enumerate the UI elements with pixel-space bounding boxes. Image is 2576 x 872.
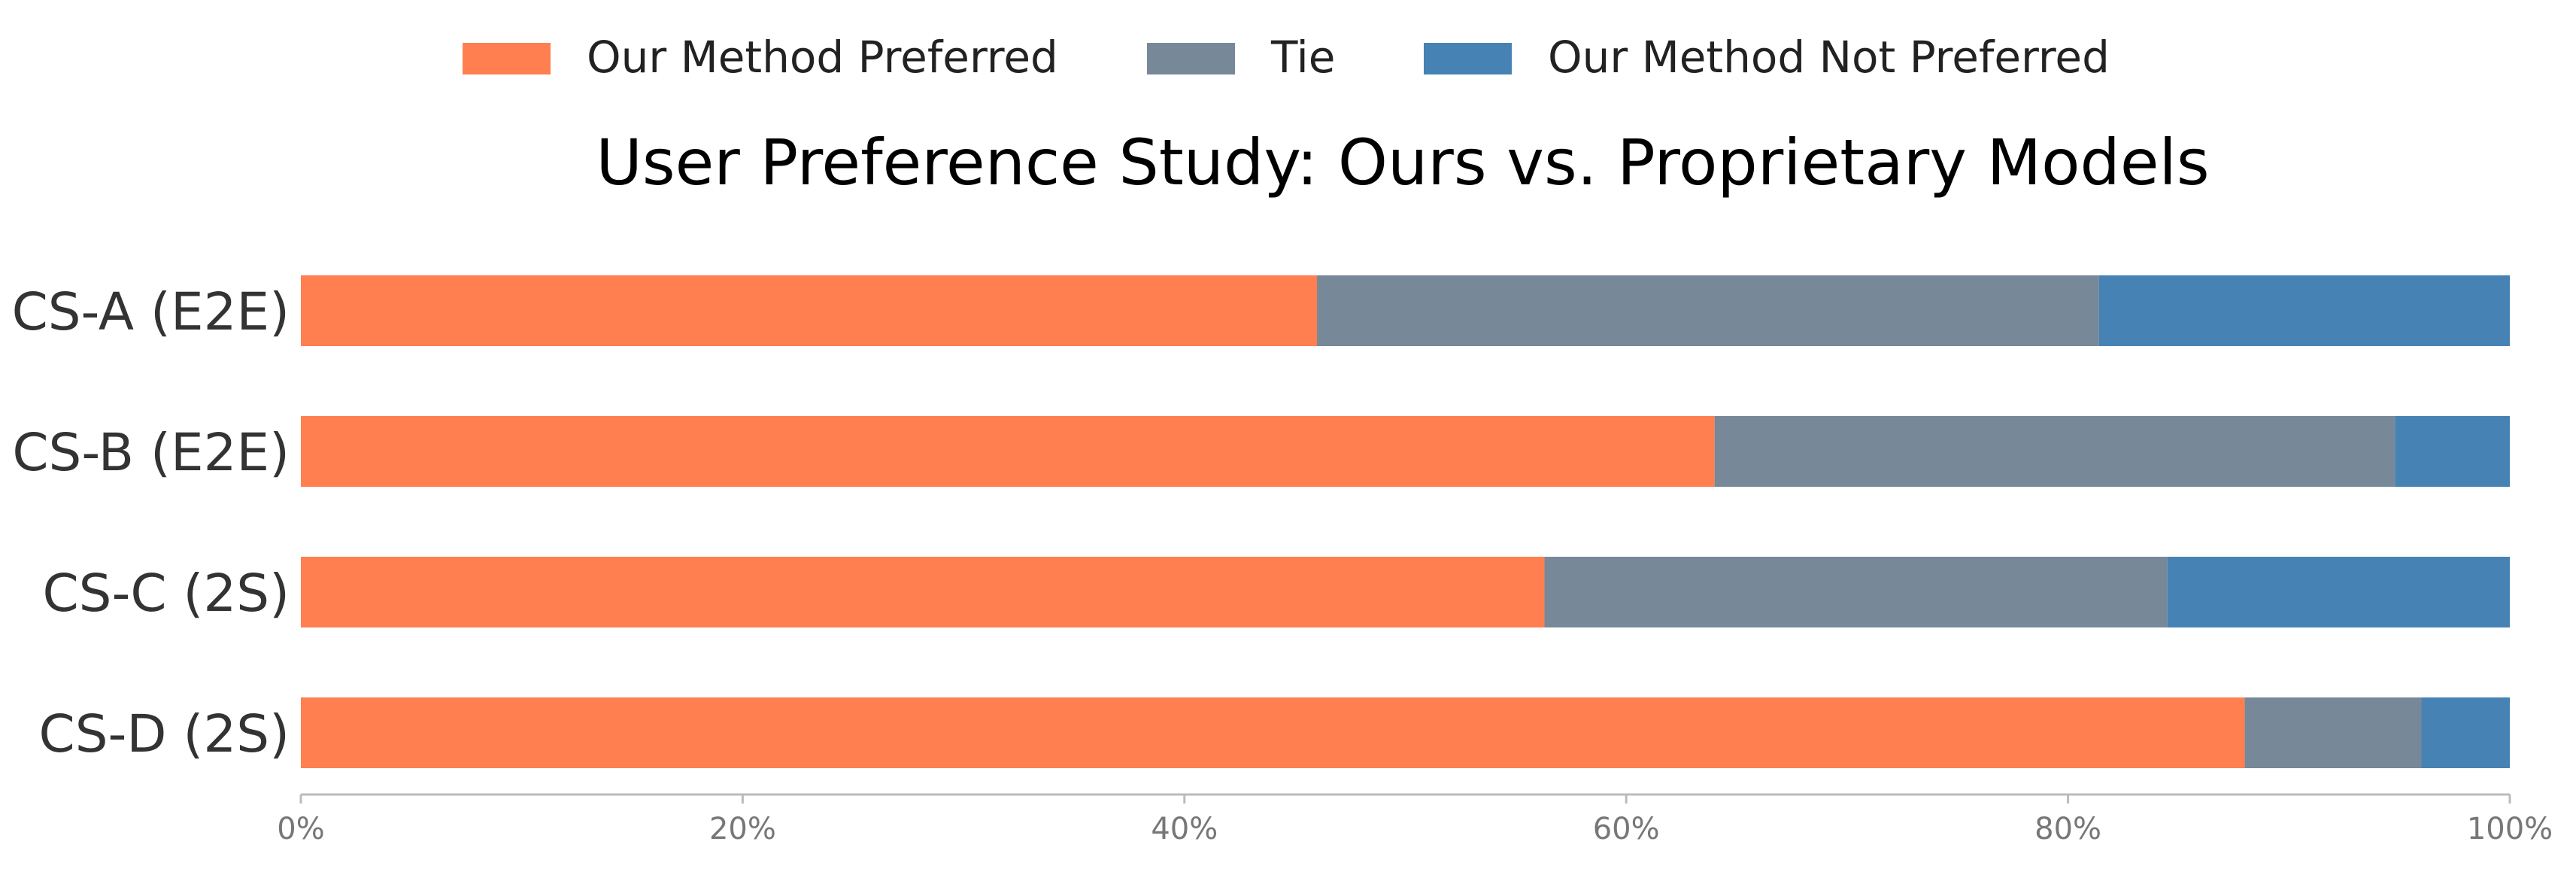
bar-tie-3 (1544, 557, 2168, 627)
x-axis-ticks: 0% 20% 40% 60% 80% 100% (277, 795, 2553, 846)
y-tick-label: CS-B (E2E) (12, 423, 290, 483)
bar-preferred-2 (301, 416, 1715, 487)
x-tick-label: 0% (277, 812, 324, 846)
y-tick-label: CS-A (E2E) (12, 282, 290, 342)
y-tick-label: CS-D (2S) (39, 704, 290, 764)
bar-not-preferred-2 (2395, 416, 2510, 487)
x-tick-label: 80% (2034, 812, 2101, 846)
x-tick-label: 20% (709, 812, 776, 846)
legend-label: Tie (1270, 32, 1335, 83)
bar-preferred-3 (301, 557, 1545, 627)
bar-preferred-1 (301, 275, 1318, 346)
bar-tie-1 (1317, 275, 2099, 346)
y-axis-labels: CS-A (E2E) CS-B (E2E) CS-C (2S) CS-D (2S) (12, 282, 290, 764)
legend-swatch (1147, 43, 1235, 74)
bar-not-preferred-3 (2167, 557, 2510, 627)
bar-tie-4 (2244, 697, 2422, 768)
y-tick-label: CS-C (2S) (42, 564, 290, 624)
bar-preferred-4 (301, 697, 2245, 768)
legend-label: Our Method Not Preferred (1548, 32, 2110, 83)
legend-swatch (1424, 43, 1512, 74)
legend-swatch (463, 43, 551, 74)
bar-not-preferred-4 (2421, 697, 2510, 768)
legend: Our Method Preferred Tie Our Method Not Pr… (463, 32, 2110, 83)
x-tick-label: 40% (1151, 812, 1218, 846)
chart-title: User Preference Study: Ours vs. Propriet… (596, 126, 2209, 199)
x-tick-label: 60% (1593, 812, 1660, 846)
bars (301, 275, 2510, 768)
legend-label: Our Method Preferred (587, 32, 1058, 83)
bar-tie-2 (1714, 416, 2395, 487)
bar-not-preferred-1 (2098, 275, 2510, 346)
x-tick-label: 100% (2467, 812, 2553, 846)
